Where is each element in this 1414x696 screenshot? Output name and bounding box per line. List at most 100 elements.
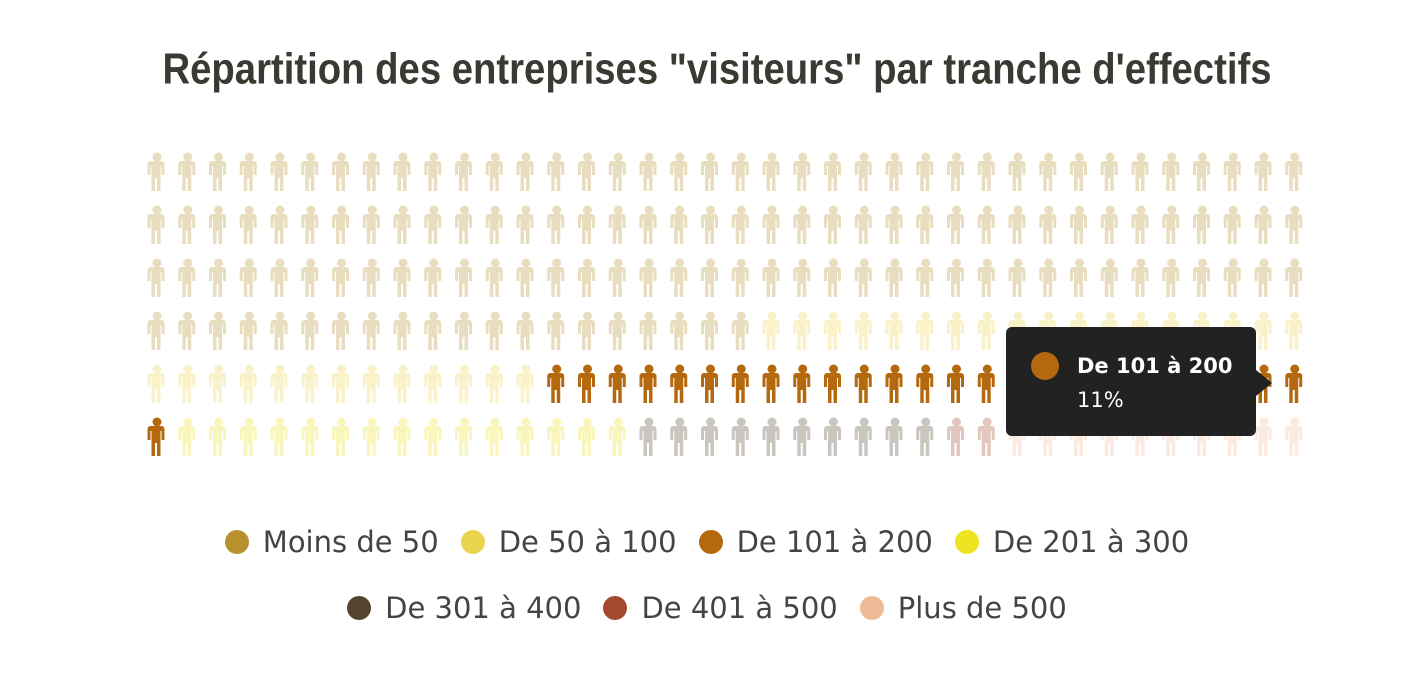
icon-head [583, 364, 592, 374]
icon-body [854, 214, 872, 244]
icon-head [183, 364, 193, 374]
icon-head [1013, 258, 1023, 268]
icon [793, 258, 811, 297]
icon-body [301, 267, 319, 297]
icon-head [244, 311, 254, 321]
icon [885, 311, 903, 350]
icon-body [947, 267, 964, 297]
icon [977, 311, 995, 350]
icon-head [460, 364, 469, 374]
icon-head [1290, 311, 1300, 321]
icon-body [147, 426, 165, 456]
icon-body [332, 214, 349, 244]
icon-body [639, 373, 657, 403]
icon-head [613, 258, 623, 268]
legend-item[interactable]: Moins de 50 [224, 520, 439, 564]
icon-head [583, 258, 592, 268]
icon [947, 152, 964, 191]
icon-body [362, 214, 380, 244]
icon-body [824, 267, 841, 297]
icon [485, 311, 503, 350]
icon-body [854, 373, 872, 403]
icon-body [977, 267, 995, 297]
icon-head [767, 258, 777, 268]
legend-item[interactable]: De 101 à 200 [698, 520, 933, 564]
icon [885, 258, 903, 297]
legend-item[interactable]: De 50 à 100 [460, 520, 677, 564]
icon-body [1070, 267, 1087, 297]
icon-body [1254, 161, 1272, 191]
icon [332, 364, 349, 403]
icon-head [306, 417, 316, 427]
icon-body [1285, 267, 1303, 297]
icon-head [460, 258, 469, 268]
icon-head [490, 311, 500, 321]
icon-head [982, 258, 992, 268]
icon-body [1285, 373, 1303, 403]
chart-title: Répartition des entreprises "visiteurs" … [163, 45, 1272, 94]
icon-head [183, 152, 193, 162]
icon-head [706, 258, 715, 268]
icon-body [731, 373, 749, 403]
icon [1100, 205, 1118, 244]
icon-head [152, 205, 162, 215]
icon-body [1070, 161, 1087, 191]
icon-body [455, 426, 472, 456]
icon [301, 364, 319, 403]
icon-body [578, 426, 595, 456]
icon-head [214, 364, 223, 374]
icon [885, 205, 903, 244]
icon [639, 205, 657, 244]
icon [608, 311, 626, 350]
icon-body [270, 426, 288, 456]
icon [332, 205, 349, 244]
icon [178, 417, 196, 456]
icon [1008, 152, 1026, 191]
legend-item[interactable]: De 401 à 500 [603, 586, 838, 630]
icon-head [214, 311, 223, 321]
icon-body [793, 320, 811, 350]
legend-item[interactable]: De 301 à 400 [347, 586, 581, 630]
legend-label: De 401 à 500 [641, 591, 838, 625]
icon-head [429, 364, 439, 374]
icon-head [244, 205, 254, 215]
icon [916, 311, 934, 350]
icon-head [521, 205, 531, 215]
icon-body [916, 161, 934, 191]
icon-head [952, 311, 961, 321]
icon [731, 258, 749, 297]
icon-body [701, 320, 718, 350]
icon-body [885, 214, 903, 244]
icon [947, 364, 964, 403]
icon-head [644, 364, 654, 374]
icon-body [209, 214, 226, 244]
legend-label: De 201 à 300 [992, 525, 1190, 559]
icon-body [701, 373, 718, 403]
icon-body [485, 267, 503, 297]
icon [608, 364, 626, 403]
icon-body [455, 161, 472, 191]
icon [670, 417, 688, 456]
icon-head [398, 364, 408, 374]
icon-head [736, 258, 746, 268]
icon [1070, 152, 1087, 191]
legend-item[interactable]: De 201 à 300 [954, 520, 1190, 564]
icon-head [859, 152, 869, 162]
icon [578, 311, 595, 350]
icon-body [547, 373, 565, 403]
icon-head [859, 258, 869, 268]
icon [547, 311, 565, 350]
icon [670, 364, 688, 403]
icon-body [793, 214, 811, 244]
icon-head [1013, 205, 1023, 215]
icon [916, 417, 934, 456]
icon [239, 152, 257, 191]
legend-item[interactable]: Plus de 500 [859, 586, 1067, 630]
icon-body [608, 214, 626, 244]
icon-head [367, 417, 377, 427]
icon-body [977, 373, 995, 403]
icon-body [793, 426, 811, 456]
icon [947, 258, 964, 297]
icon-body [1254, 267, 1272, 297]
icon [424, 205, 442, 244]
